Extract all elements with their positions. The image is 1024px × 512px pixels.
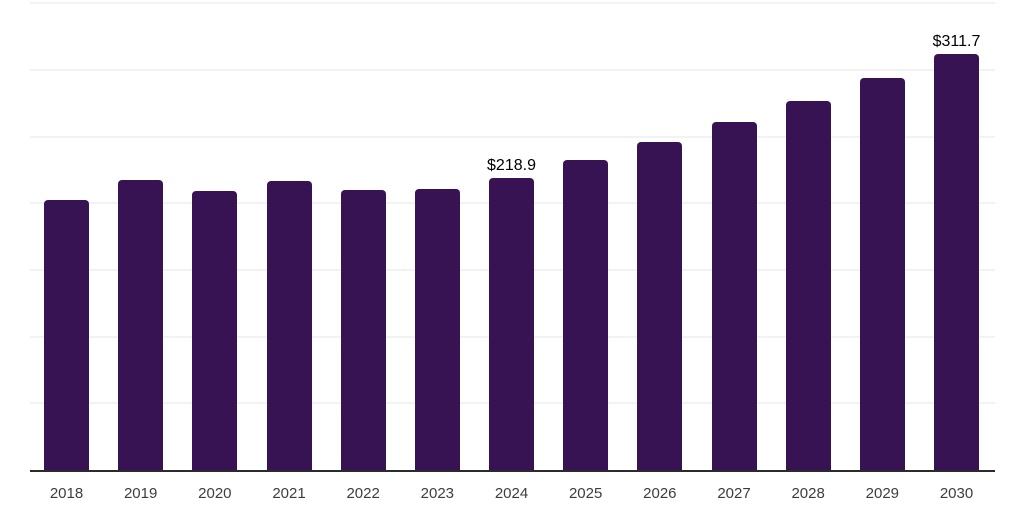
x-tick-label-2026: 2026 — [643, 485, 677, 502]
x-tick-label-2018: 2018 — [49, 485, 84, 502]
bar-2021 — [266, 180, 312, 470]
bar-2027 — [711, 121, 757, 470]
x-tick-label-2027: 2027 — [717, 485, 751, 502]
bar-2022 — [340, 190, 386, 470]
x-axis-line — [30, 470, 995, 472]
bar-2020 — [192, 191, 238, 470]
x-tick-label-2023: 2023 — [420, 485, 455, 502]
bar-2019 — [118, 180, 164, 470]
x-tick-label-2024: 2024 — [494, 485, 529, 502]
x-tick-label-2019: 2019 — [123, 485, 158, 502]
bar-2018 — [44, 200, 89, 470]
bar-2026 — [637, 141, 683, 470]
bar-2024 — [489, 178, 534, 470]
bar-2025 — [563, 160, 609, 470]
bar-2029 — [859, 78, 905, 470]
x-tick-label-2021: 2021 — [272, 485, 306, 502]
data-label-2024: $218.9 — [487, 157, 536, 175]
x-tick-label-2028: 2028 — [791, 485, 825, 502]
bar-2028 — [785, 100, 831, 470]
gridline — [30, 2, 995, 5]
x-tick-label-2025: 2025 — [568, 485, 603, 502]
gridline — [30, 68, 995, 71]
data-label-2030: $311.7 — [932, 33, 981, 51]
bar-2030 — [934, 54, 979, 470]
x-tick-label-2029: 2029 — [865, 485, 900, 502]
x-tick-label-2030: 2030 — [939, 485, 974, 502]
x-tick-label-2022: 2022 — [346, 485, 380, 502]
bar-2023 — [414, 189, 460, 470]
x-tick-label-2020: 2020 — [198, 485, 232, 502]
gridline — [30, 135, 995, 138]
